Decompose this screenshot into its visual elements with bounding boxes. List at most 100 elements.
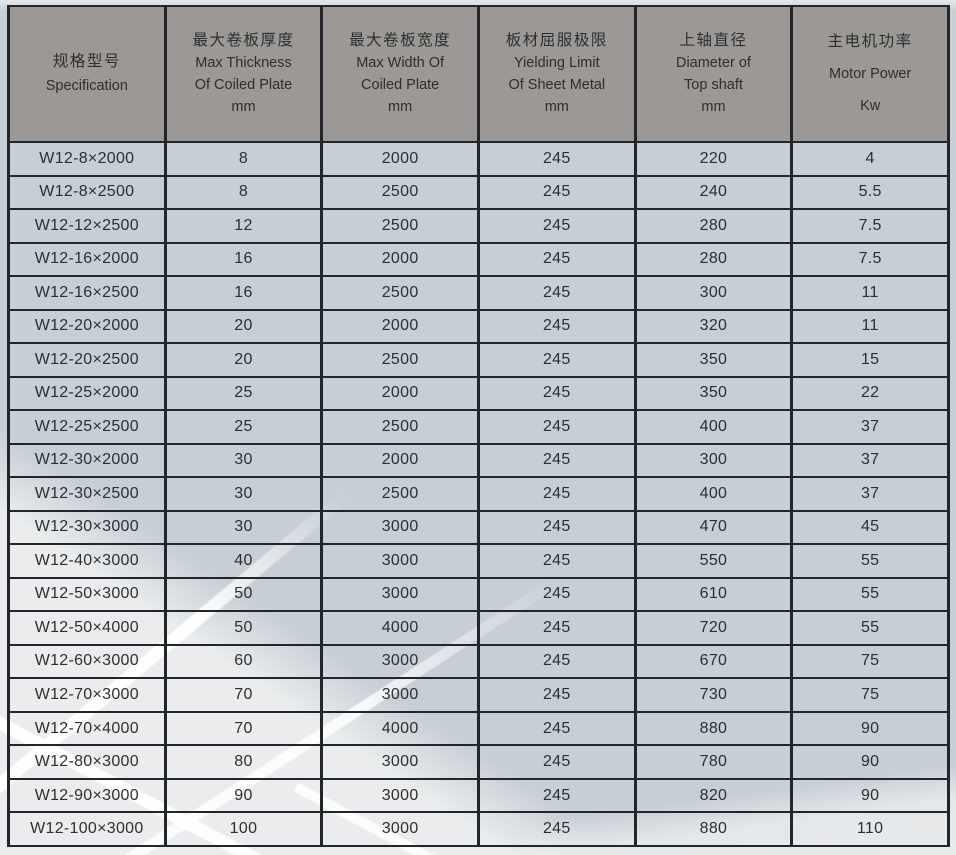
value-cell: 2500 bbox=[320, 409, 480, 445]
header-line: mm bbox=[388, 99, 413, 115]
spec-cell: W12-8×2500 bbox=[7, 174, 167, 211]
value-cell: 245 bbox=[476, 509, 637, 546]
value-cell: 16 bbox=[163, 241, 324, 278]
spec-cell: W12-50×3000 bbox=[7, 576, 167, 613]
value-cell: 4000 bbox=[320, 610, 480, 646]
value-cell: 245 bbox=[476, 543, 637, 579]
value-cell: 245 bbox=[476, 442, 637, 479]
value-cell: 2000 bbox=[320, 442, 480, 479]
header-cell-top-shaft-diameter: 上轴直径 Diameter of Top shaft mm bbox=[633, 5, 794, 143]
table-row: W12-70×3000 70 3000 245 730 75 bbox=[7, 677, 950, 713]
spec-cell: W12-100×3000 bbox=[7, 811, 167, 847]
value-cell: 2500 bbox=[320, 275, 480, 311]
table-row: W12-8×2000 8 2000 245 220 4 bbox=[7, 141, 950, 177]
value-cell: 550 bbox=[633, 543, 794, 579]
value-cell: 245 bbox=[476, 576, 637, 613]
table-row: W12-30×3000 30 3000 245 470 45 bbox=[7, 509, 950, 546]
table-row: W12-80×3000 80 3000 245 780 90 bbox=[7, 744, 950, 780]
value-cell: 7.5 bbox=[790, 208, 950, 244]
value-cell: 245 bbox=[476, 777, 637, 814]
value-cell: 880 bbox=[633, 811, 794, 847]
value-cell: 245 bbox=[476, 174, 637, 211]
table-row: W12-70×4000 70 4000 245 880 90 bbox=[7, 710, 950, 747]
value-cell: 280 bbox=[633, 241, 794, 278]
value-cell: 20 bbox=[163, 308, 324, 345]
value-cell: 320 bbox=[633, 308, 794, 345]
table-body: W12-8×2000 8 2000 245 220 4 W12-8×2500 8 2500 245… bbox=[7, 141, 950, 847]
value-cell: 245 bbox=[476, 710, 637, 747]
value-cell: 60 bbox=[163, 643, 324, 680]
spec-cell: W12-30×2500 bbox=[7, 476, 167, 512]
value-cell: 2500 bbox=[320, 174, 480, 211]
spec-cell: W12-25×2000 bbox=[7, 375, 167, 412]
header-line: mm bbox=[701, 99, 726, 115]
header-line: Kw bbox=[860, 98, 881, 114]
value-cell: 730 bbox=[633, 677, 794, 713]
value-cell: 3000 bbox=[320, 643, 480, 680]
value-cell: 300 bbox=[633, 442, 794, 479]
value-cell: 2500 bbox=[320, 476, 480, 512]
value-cell: 7.5 bbox=[790, 241, 950, 278]
table-row: W12-50×3000 50 3000 245 610 55 bbox=[7, 576, 950, 613]
header-line: Diameter of bbox=[675, 55, 751, 71]
value-cell: 20 bbox=[163, 342, 324, 378]
value-cell: 245 bbox=[476, 811, 637, 847]
spec-cell: W12-20×2000 bbox=[7, 308, 167, 345]
header-cell-yielding-limit: 板材屈服极限 Yielding Limit Of Sheet Metal mm bbox=[476, 5, 637, 143]
value-cell: 25 bbox=[163, 375, 324, 412]
header-line: mm bbox=[544, 99, 569, 115]
value-cell: 3000 bbox=[320, 744, 480, 780]
header-cell-motor-power: 主电机功率 Motor Power Kw bbox=[790, 5, 950, 143]
value-cell: 245 bbox=[476, 141, 637, 177]
spec-cell: W12-20×2500 bbox=[7, 342, 167, 378]
value-cell: 80 bbox=[163, 744, 324, 780]
spec-cell: W12-30×3000 bbox=[7, 509, 167, 546]
value-cell: 37 bbox=[790, 409, 950, 445]
value-cell: 22 bbox=[790, 375, 950, 412]
spec-cell: W12-60×3000 bbox=[7, 643, 167, 680]
value-cell: 3000 bbox=[320, 543, 480, 579]
header-cell-specification: 规格型号 Specification bbox=[7, 5, 167, 143]
value-cell: 70 bbox=[163, 710, 324, 747]
spec-cell: W12-30×2000 bbox=[7, 442, 167, 479]
value-cell: 2000 bbox=[320, 375, 480, 412]
table-row: W12-90×3000 90 3000 245 820 90 bbox=[7, 777, 950, 814]
header-cell-max-width: 最大卷板宽度 Max Width Of Coiled Plate mm bbox=[320, 5, 480, 143]
value-cell: 8 bbox=[163, 141, 324, 177]
table-row: W12-8×2500 8 2500 245 240 5.5 bbox=[7, 174, 950, 211]
header-line: 上轴直径 bbox=[679, 32, 748, 49]
value-cell: 45 bbox=[790, 509, 950, 546]
header-line: Specification bbox=[45, 78, 128, 94]
value-cell: 90 bbox=[163, 777, 324, 814]
value-cell: 720 bbox=[633, 610, 794, 646]
value-cell: 3000 bbox=[320, 811, 480, 847]
value-cell: 820 bbox=[633, 777, 794, 814]
value-cell: 75 bbox=[790, 643, 950, 680]
value-cell: 280 bbox=[633, 208, 794, 244]
value-cell: 245 bbox=[476, 476, 637, 512]
value-cell: 90 bbox=[790, 710, 950, 747]
table-row: W12-12×2500 12 2500 245 280 7.5 bbox=[7, 208, 950, 244]
value-cell: 245 bbox=[476, 610, 637, 646]
table-row: W12-20×2000 20 2000 245 320 11 bbox=[7, 308, 950, 345]
spec-cell: W12-40×3000 bbox=[7, 543, 167, 579]
value-cell: 3000 bbox=[320, 777, 480, 814]
header-line: 板材屈服极限 bbox=[505, 32, 608, 49]
value-cell: 245 bbox=[476, 241, 637, 278]
value-cell: 3000 bbox=[320, 677, 480, 713]
value-cell: 880 bbox=[633, 710, 794, 747]
value-cell: 2500 bbox=[320, 342, 480, 378]
table-row: W12-40×3000 40 3000 245 550 55 bbox=[7, 543, 950, 579]
table-row: W12-60×3000 60 3000 245 670 75 bbox=[7, 643, 950, 680]
value-cell: 70 bbox=[163, 677, 324, 713]
value-cell: 350 bbox=[633, 375, 794, 412]
table-row: W12-16×2500 16 2500 245 300 11 bbox=[7, 275, 950, 311]
value-cell: 30 bbox=[163, 509, 324, 546]
header-line: Coiled Plate bbox=[361, 77, 440, 93]
table-row: W12-25×2000 25 2000 245 350 22 bbox=[7, 375, 950, 412]
value-cell: 37 bbox=[790, 442, 950, 479]
value-cell: 75 bbox=[790, 677, 950, 713]
value-cell: 37 bbox=[790, 476, 950, 512]
spec-cell: W12-16×2500 bbox=[7, 275, 167, 311]
